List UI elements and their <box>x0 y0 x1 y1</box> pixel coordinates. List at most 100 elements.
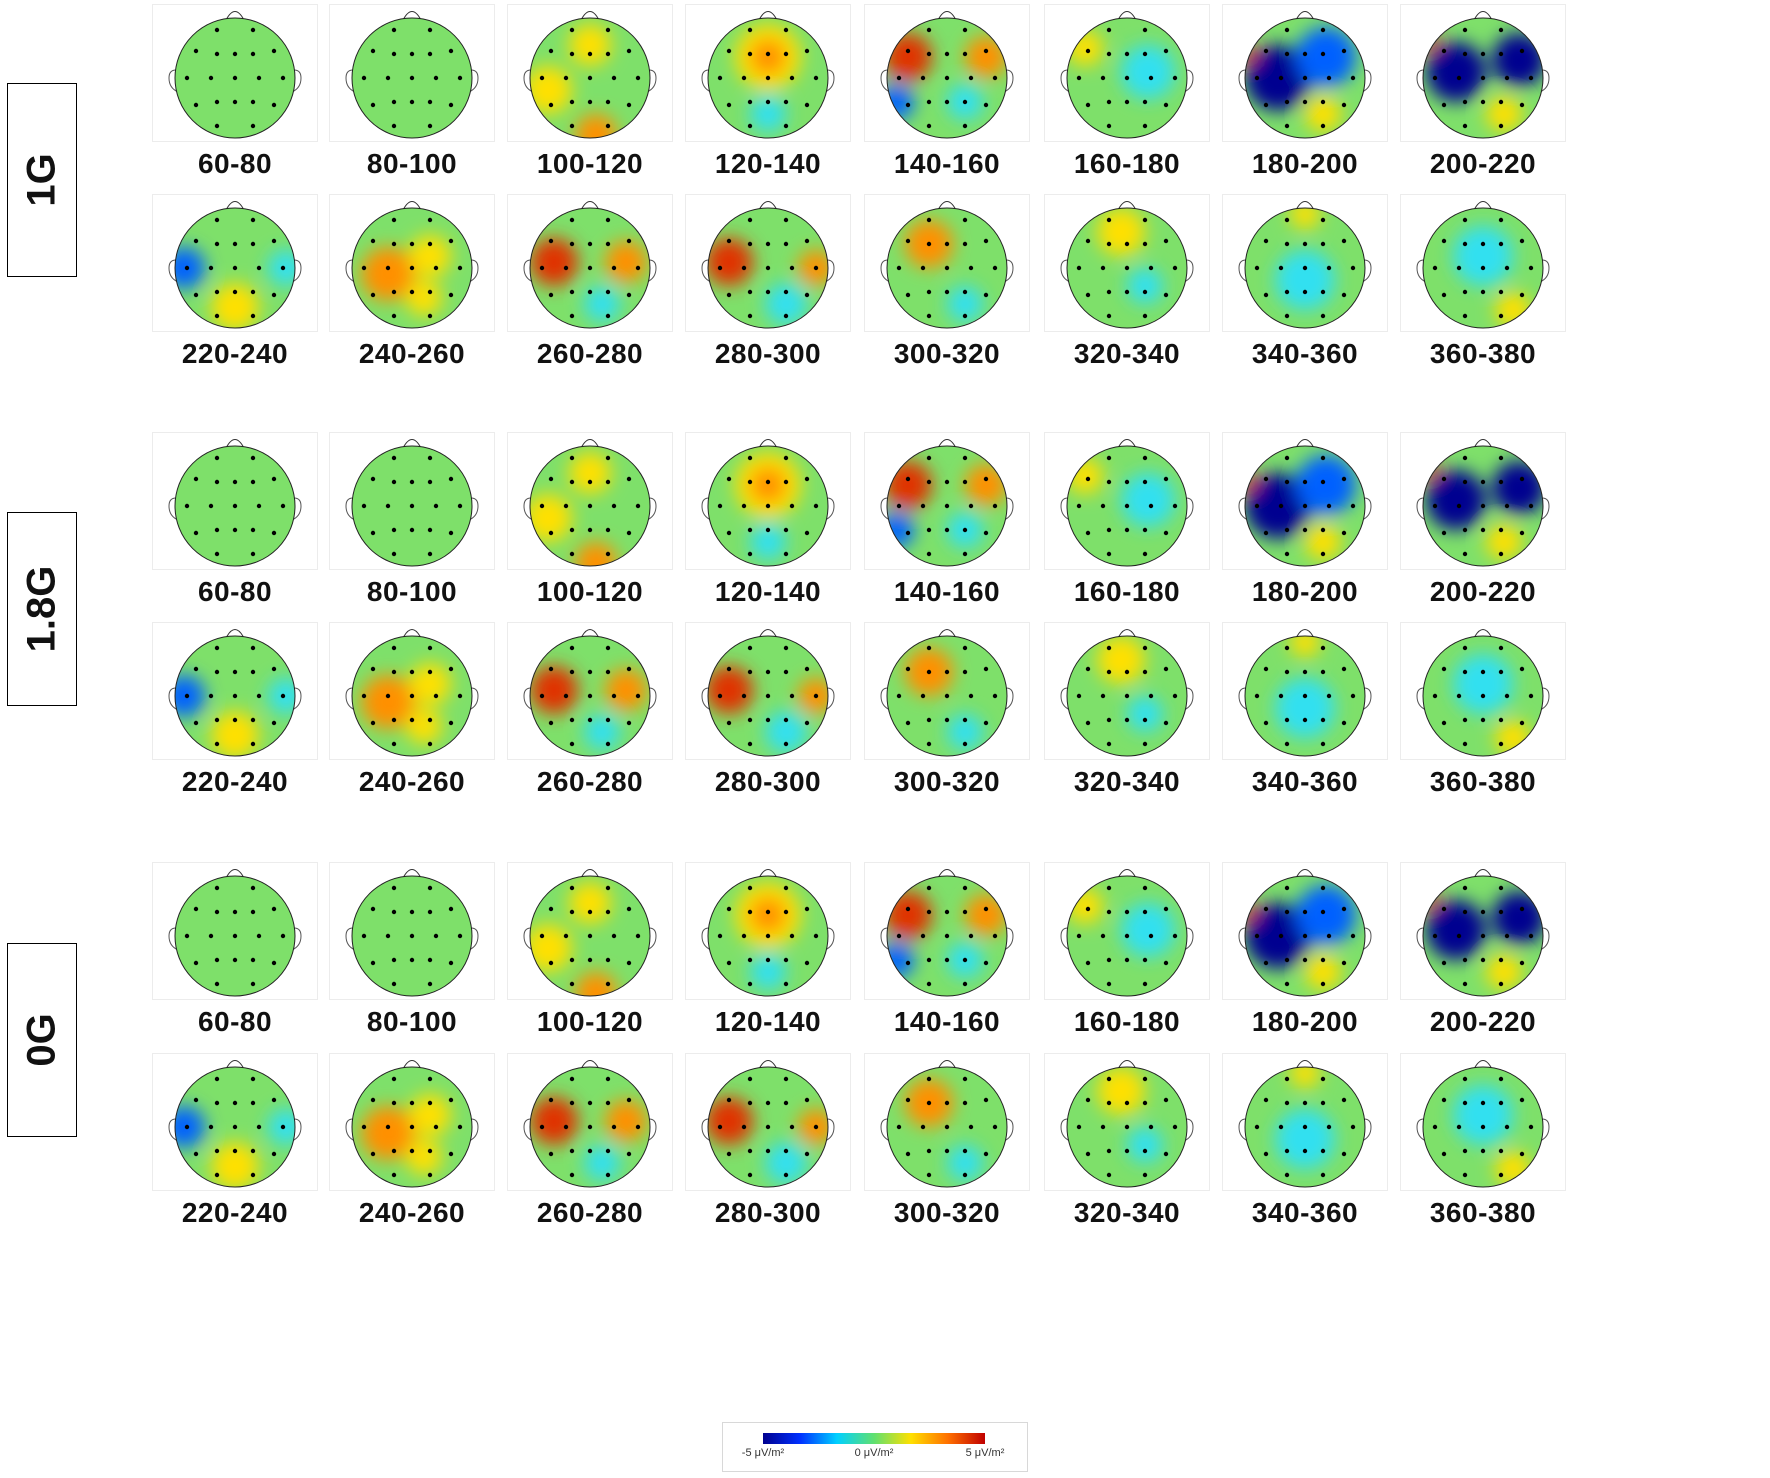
topomap-panel: 160-180 <box>1042 428 1212 608</box>
potential-blob <box>1275 250 1335 310</box>
electrode-dot <box>448 102 454 108</box>
electrode-dot <box>1462 51 1468 57</box>
head-topomap <box>345 629 479 757</box>
electrode-dot <box>944 1100 950 1106</box>
left-ear-outline <box>345 69 356 93</box>
left-ear-outline <box>168 687 179 711</box>
electrode-dot <box>184 75 190 81</box>
time-window-label: 200-220 <box>1429 148 1537 179</box>
left-ear-outline <box>168 69 179 93</box>
electrode-dot <box>214 289 220 295</box>
electrode-dot <box>1498 645 1504 651</box>
electrode-dot <box>1284 909 1290 915</box>
electrode-dot <box>409 1100 415 1106</box>
electrode-dot <box>1278 75 1284 81</box>
electrode-dot <box>747 1100 753 1106</box>
electrode-dot <box>765 957 771 963</box>
right-ear-outline <box>1539 687 1550 711</box>
electrode-dot <box>250 479 256 485</box>
electrode-dot <box>1172 75 1178 81</box>
head-topomap <box>168 1060 302 1188</box>
right-ear-outline <box>1183 687 1194 711</box>
electrode-dot <box>905 960 911 966</box>
electrode-dot <box>391 99 397 105</box>
electrode-dot <box>271 720 277 726</box>
electrode-dot <box>214 981 220 987</box>
electrode-dot <box>1278 503 1284 509</box>
electrode-dot <box>1163 48 1169 54</box>
panel-frame <box>1044 862 1210 1000</box>
electrode-dot <box>448 292 454 298</box>
electrode-dot <box>1085 530 1091 536</box>
electrode-dot <box>214 645 220 651</box>
potential-blob <box>1097 1067 1145 1115</box>
electrode-dot <box>1480 933 1486 939</box>
electrode-dot <box>271 666 277 672</box>
potential-blob <box>1245 903 1311 969</box>
electrode-dot <box>1148 693 1154 699</box>
electrode-dot <box>427 981 433 987</box>
electrode-dot <box>765 289 771 295</box>
electrode-dot <box>962 909 968 915</box>
electrode-dot <box>992 503 998 509</box>
electrode-dot <box>1284 313 1290 319</box>
head-outline <box>1244 445 1366 567</box>
panel-frame <box>507 432 673 570</box>
panel-frame <box>1222 4 1388 142</box>
electrode-dot <box>726 292 732 298</box>
time-window-label: 180-200 <box>1251 576 1359 607</box>
electrode-dot <box>1263 476 1269 482</box>
electrode-dot <box>1142 51 1148 57</box>
condition-label: 0G <box>19 1013 64 1067</box>
electrode-dot <box>1498 313 1504 319</box>
electrode-dot <box>208 265 214 271</box>
head-outline <box>529 445 651 567</box>
electrode-dot <box>783 99 789 105</box>
electrode-dot <box>983 102 989 108</box>
electrode-dot <box>765 1124 771 1130</box>
time-window-label: 220-240 <box>181 1197 289 1228</box>
electrode-dot <box>804 530 810 536</box>
electrode-dot <box>385 693 391 699</box>
electrode-dot <box>804 476 810 482</box>
electrode-dot <box>1263 666 1269 672</box>
right-ear-outline <box>468 497 479 521</box>
electrode-dot <box>409 909 415 915</box>
electrode-dot <box>569 669 575 675</box>
electrode-dot <box>1341 720 1347 726</box>
electrode-dot <box>783 455 789 461</box>
electrode-dot <box>1456 1124 1462 1130</box>
electrode-dot <box>569 957 575 963</box>
potential-blob <box>530 494 572 542</box>
electrode-dot <box>391 27 397 33</box>
electrode-dot <box>804 1097 810 1103</box>
electrode-dot <box>783 741 789 747</box>
electrode-dot <box>409 265 415 271</box>
panel-frame <box>329 194 495 332</box>
potential-blob <box>268 250 295 286</box>
electrode-dot <box>433 933 439 939</box>
electrode-dot <box>747 527 753 533</box>
electrode-dot <box>1124 289 1130 295</box>
nose-outline <box>580 629 600 639</box>
electrode-dot <box>1462 241 1468 247</box>
electrode-dot <box>1528 1124 1534 1130</box>
electrode-dot <box>626 666 632 672</box>
topomap-panel: 360-380 <box>1398 618 1568 798</box>
electrode-dot <box>626 530 632 536</box>
electrode-dot <box>605 909 611 915</box>
electrode-dot <box>1350 693 1356 699</box>
electrode-dot <box>193 1151 199 1157</box>
head-topomap <box>523 629 657 757</box>
electrode-dot <box>448 906 454 912</box>
left-ear-outline <box>1060 687 1071 711</box>
left-ear-outline <box>1238 497 1249 521</box>
electrode-dot <box>1106 717 1112 723</box>
electrode-dot <box>1124 1100 1130 1106</box>
topomap-panel: 80-100 <box>327 858 497 1038</box>
electrode-dot <box>626 292 632 298</box>
electrode-dot <box>1326 503 1332 509</box>
potential-blob <box>569 24 611 66</box>
head-outline <box>529 1066 651 1188</box>
left-ear-outline <box>1416 1118 1427 1142</box>
